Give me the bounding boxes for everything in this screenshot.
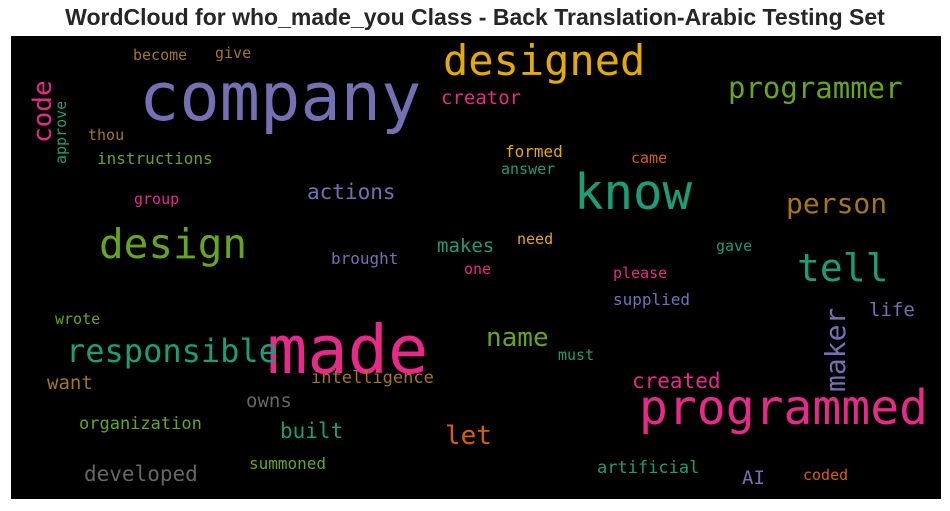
word-code: code <box>28 80 58 143</box>
word-brought: brought <box>331 249 398 268</box>
word-wrote: wrote <box>55 310 100 328</box>
word-maker: maker <box>819 308 852 392</box>
word-must: must <box>558 346 594 364</box>
word-let: let <box>445 421 492 451</box>
word-name: name <box>486 323 549 353</box>
word-made: made <box>267 311 428 389</box>
chart-title: WordCloud for who_made_you Class - Back … <box>65 4 885 30</box>
word-thou: thou <box>88 126 124 144</box>
word-formed: formed <box>505 142 563 161</box>
word-created: created <box>632 369 721 393</box>
word-responsible: responsible <box>66 332 278 370</box>
word-came: came <box>631 149 667 167</box>
word-approve: approve <box>52 101 70 164</box>
word-programmer: programmer <box>728 71 903 105</box>
word-person: person <box>786 187 887 220</box>
word-designed: designed <box>443 36 645 85</box>
word-organization: organization <box>79 414 202 434</box>
word-creator: creator <box>441 87 521 109</box>
word-design: design <box>99 220 247 268</box>
word-actions: actions <box>307 180 396 204</box>
word-one: one <box>464 260 491 278</box>
word-supplied: supplied <box>613 290 690 309</box>
word-group: group <box>134 190 179 208</box>
word-tell: tell <box>797 246 889 290</box>
word-intelligence: intelligence <box>311 368 434 388</box>
wordcloud-panel: company made programmed know designed design t… <box>11 36 941 499</box>
word-life: life <box>869 299 915 321</box>
word-company: company <box>139 58 421 136</box>
word-built: built <box>280 419 343 443</box>
word-owns: owns <box>246 390 292 412</box>
word-makes: makes <box>437 235 494 257</box>
word-need: need <box>517 230 553 248</box>
word-summoned: summoned <box>249 454 326 473</box>
word-want: want <box>47 372 93 394</box>
word-answer: answer <box>501 160 555 178</box>
word-know: know <box>574 164 693 221</box>
word-become: become <box>133 46 187 64</box>
word-gave: gave <box>716 237 752 255</box>
word-give: give <box>215 44 251 62</box>
word-coded: coded <box>803 466 848 484</box>
word-programmed: programmed <box>639 380 928 436</box>
word-developed: developed <box>84 462 198 486</box>
wordcloud-svg: company made programmed know designed design t… <box>28 36 928 489</box>
word-artificial: artificial <box>597 458 699 478</box>
word-please: please <box>613 264 667 282</box>
word-ai: AI <box>742 467 765 489</box>
word-instructions: instructions <box>97 149 213 168</box>
